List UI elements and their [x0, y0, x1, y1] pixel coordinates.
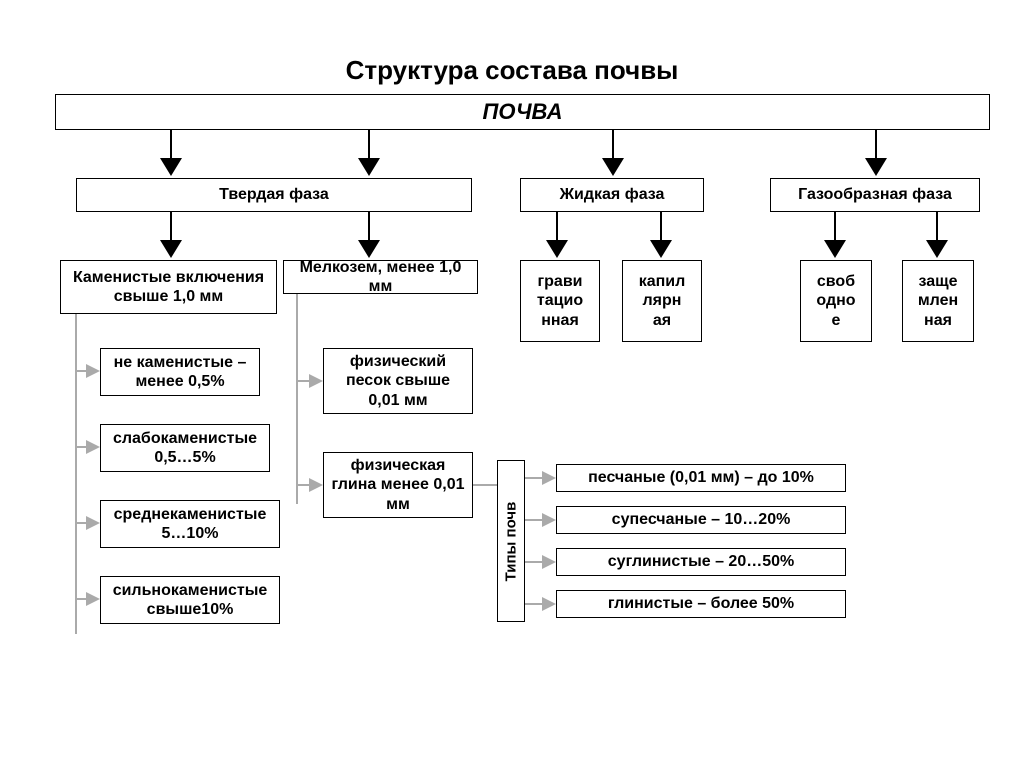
root-box: ПОЧВА: [55, 94, 990, 130]
phase-gas: Газообразная фаза: [770, 178, 980, 212]
liquid-grav: грави тацио нная: [520, 260, 600, 342]
arrowhead-icon: [824, 240, 846, 258]
solid-stony: Каменистые включения свыше 1,0 мм: [60, 260, 277, 314]
arrow-right-icon: [86, 516, 100, 530]
connector-line: [473, 484, 497, 486]
connector-line: [296, 484, 310, 486]
diagram-title: Структура состава почвы: [0, 55, 1024, 86]
stem: [368, 130, 370, 160]
stem: [368, 212, 370, 242]
arrow-right-icon: [542, 555, 556, 569]
arrow-right-icon: [542, 513, 556, 527]
fine-clay: физическая глина менее 0,01 мм: [323, 452, 473, 518]
arrow-right-icon: [542, 597, 556, 611]
stony-sub-2: среднекаменистые 5…10%: [100, 500, 280, 548]
arrow-right-icon: [86, 440, 100, 454]
soiltype-2: суглинистые – 20…50%: [556, 548, 846, 576]
arrowhead-icon: [358, 240, 380, 258]
stony-sub-3: сильнокаменистые свыше10%: [100, 576, 280, 624]
stony-sub-1: слабокаменистые 0,5…5%: [100, 424, 270, 472]
stem: [660, 212, 662, 242]
phase-solid: Твердая фаза: [76, 178, 472, 212]
fine-sand: физический песок свыше 0,01 мм: [323, 348, 473, 414]
arrow-right-icon: [542, 471, 556, 485]
stem: [875, 130, 877, 160]
arrowhead-icon: [358, 158, 380, 176]
arrowhead-icon: [160, 240, 182, 258]
stem: [556, 212, 558, 242]
soil-types-label: Типы почв: [497, 460, 525, 622]
soiltype-0: песчаные (0,01 мм) – до 10%: [556, 464, 846, 492]
arrow-right-icon: [309, 478, 323, 492]
soiltype-3: глинистые – более 50%: [556, 590, 846, 618]
gas-trapped: заще млен ная: [902, 260, 974, 342]
arrowhead-icon: [602, 158, 624, 176]
stem: [936, 212, 938, 242]
connector-line: [296, 380, 310, 382]
connector-line: [75, 314, 77, 634]
connector-line: [525, 561, 543, 563]
stony-sub-0: не каменистые – менее 0,5%: [100, 348, 260, 396]
arrow-right-icon: [86, 592, 100, 606]
liquid-cap: капил лярн ая: [622, 260, 702, 342]
stem: [170, 130, 172, 160]
connector-line: [296, 294, 298, 504]
connector-line: [525, 603, 543, 605]
soiltype-1: супесчаные – 10…20%: [556, 506, 846, 534]
gas-free: своб одно е: [800, 260, 872, 342]
arrow-right-icon: [309, 374, 323, 388]
arrow-right-icon: [86, 364, 100, 378]
arrowhead-icon: [650, 240, 672, 258]
arrowhead-icon: [160, 158, 182, 176]
solid-fine: Мелкозем, менее 1,0 мм: [283, 260, 478, 294]
phase-liquid: Жидкая фаза: [520, 178, 704, 212]
connector-line: [525, 519, 543, 521]
stem: [170, 212, 172, 242]
arrowhead-icon: [926, 240, 948, 258]
arrowhead-icon: [546, 240, 568, 258]
stem: [612, 130, 614, 160]
stem: [834, 212, 836, 242]
connector-line: [525, 477, 543, 479]
arrowhead-icon: [865, 158, 887, 176]
